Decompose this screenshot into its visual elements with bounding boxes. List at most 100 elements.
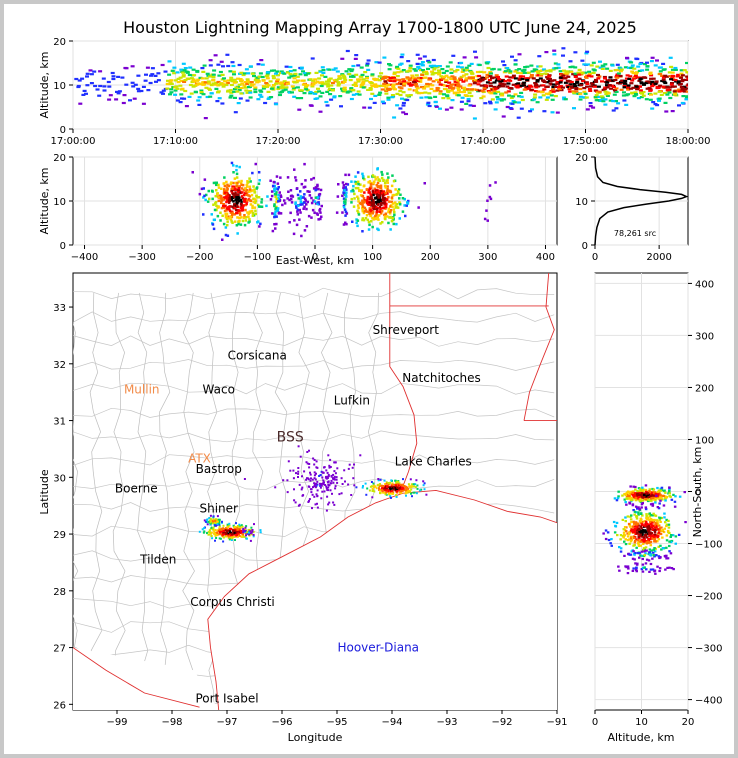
lightning-source [352, 477, 355, 480]
lightning-source [641, 554, 644, 557]
lightning-source [179, 68, 184, 71]
lightning-source [508, 79, 513, 82]
lightning-source [483, 102, 488, 105]
lightning-source [242, 216, 246, 219]
lightning-source [303, 205, 306, 208]
lightning-source [587, 72, 592, 76]
lightning-source [545, 96, 550, 99]
lightning-source [423, 482, 426, 485]
lightning-source [311, 507, 313, 510]
lightning-source [556, 66, 561, 69]
lightning-source [529, 88, 534, 91]
lightning-source [513, 70, 518, 73]
lightning-source [342, 184, 346, 187]
lightning-source [301, 203, 304, 206]
lightning-source [238, 534, 241, 537]
lightning-source [296, 208, 299, 212]
lightning-source [416, 484, 419, 487]
lightning-source [297, 472, 300, 475]
lightning-source [236, 535, 239, 538]
lightning-source [384, 215, 387, 218]
lightning-source [608, 99, 613, 102]
lightning-source [307, 214, 311, 218]
lightning-source [274, 214, 277, 217]
lightning-source [653, 535, 656, 538]
lightning-source [236, 211, 239, 215]
lightning-source [194, 91, 198, 94]
lightning-source [366, 197, 370, 200]
lightning-source [168, 81, 173, 84]
lightning-source [388, 216, 391, 219]
lightning-source [517, 95, 522, 98]
lightning-source [407, 199, 410, 203]
lightning-source [357, 200, 360, 203]
lightning-source [383, 200, 387, 204]
lightning-source [464, 66, 469, 69]
lightning-source [387, 63, 391, 66]
lightning-source [325, 469, 328, 472]
lightning-source [260, 75, 265, 79]
lightning-source [399, 70, 404, 73]
lightning-source [379, 202, 382, 206]
lightning-source [228, 96, 233, 99]
lightning-source [332, 481, 335, 484]
lightning-source [386, 87, 391, 91]
lightning-source [651, 521, 654, 524]
lightning-source [316, 480, 319, 483]
lightning-source [506, 90, 511, 93]
lightning-source [371, 207, 374, 210]
lightning-source [214, 87, 219, 90]
lightning-source [638, 508, 641, 511]
lightning-source [651, 504, 654, 507]
lightning-source [663, 527, 666, 530]
lightning-source [371, 490, 374, 492]
lightning-source [364, 217, 368, 220]
lightning-source [549, 83, 554, 86]
lightning-source [600, 80, 604, 83]
lightning-source [212, 181, 216, 185]
lightning-source [394, 488, 397, 491]
lightning-source [386, 188, 389, 191]
lightning-source [212, 526, 215, 529]
lightning-source [144, 73, 148, 76]
lightning-source [644, 552, 647, 555]
lightning-source [395, 104, 400, 107]
lightning-source [232, 171, 235, 174]
lightning-source [308, 90, 313, 94]
lightning-source [680, 86, 685, 89]
lightning-source [226, 188, 229, 191]
lightning-source [319, 486, 322, 489]
lightning-source [387, 483, 390, 486]
lightning-source [188, 83, 193, 87]
lightning-source [269, 198, 273, 201]
lightning-source [316, 483, 319, 486]
lightning-source [244, 89, 249, 92]
lightning-source [553, 62, 558, 65]
lightning-source [575, 80, 580, 83]
lightning-source [335, 476, 338, 479]
lightning-source [310, 477, 312, 480]
lightning-source [482, 77, 487, 80]
lightning-source [611, 109, 616, 112]
lightning-source [638, 499, 642, 503]
lightning-source [240, 82, 245, 85]
lightning-source [511, 95, 516, 98]
lightning-source [414, 483, 417, 486]
lightning-source [348, 90, 353, 93]
lightning-source [557, 88, 562, 91]
lightning-source [542, 88, 547, 91]
lightning-source [298, 483, 301, 486]
lightning-source [233, 204, 236, 207]
county-line [89, 292, 103, 710]
lightning-source [305, 225, 309, 228]
lightning-source [552, 53, 557, 56]
lightning-source [651, 493, 654, 496]
lightning-source [646, 516, 649, 520]
lightning-source [635, 538, 638, 541]
lightning-source [426, 59, 431, 62]
lightning-source [235, 168, 238, 172]
lightning-source [208, 197, 211, 201]
plan-view-ylabel: Latitude [38, 469, 51, 515]
lightning-source [644, 98, 649, 101]
lightning-source [357, 78, 362, 81]
